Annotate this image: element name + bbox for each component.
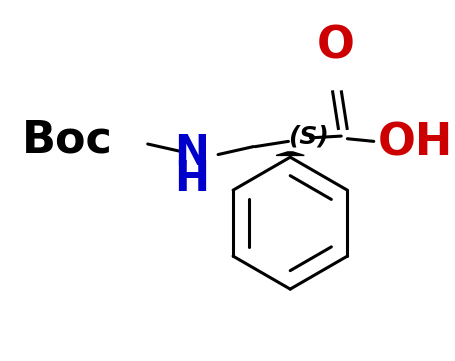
Polygon shape <box>276 152 304 156</box>
Text: (S): (S) <box>288 124 329 148</box>
Text: N: N <box>174 132 209 174</box>
Text: O: O <box>317 25 355 68</box>
Text: H: H <box>174 158 209 200</box>
Text: OH: OH <box>378 122 453 165</box>
Text: Boc: Boc <box>22 118 113 161</box>
